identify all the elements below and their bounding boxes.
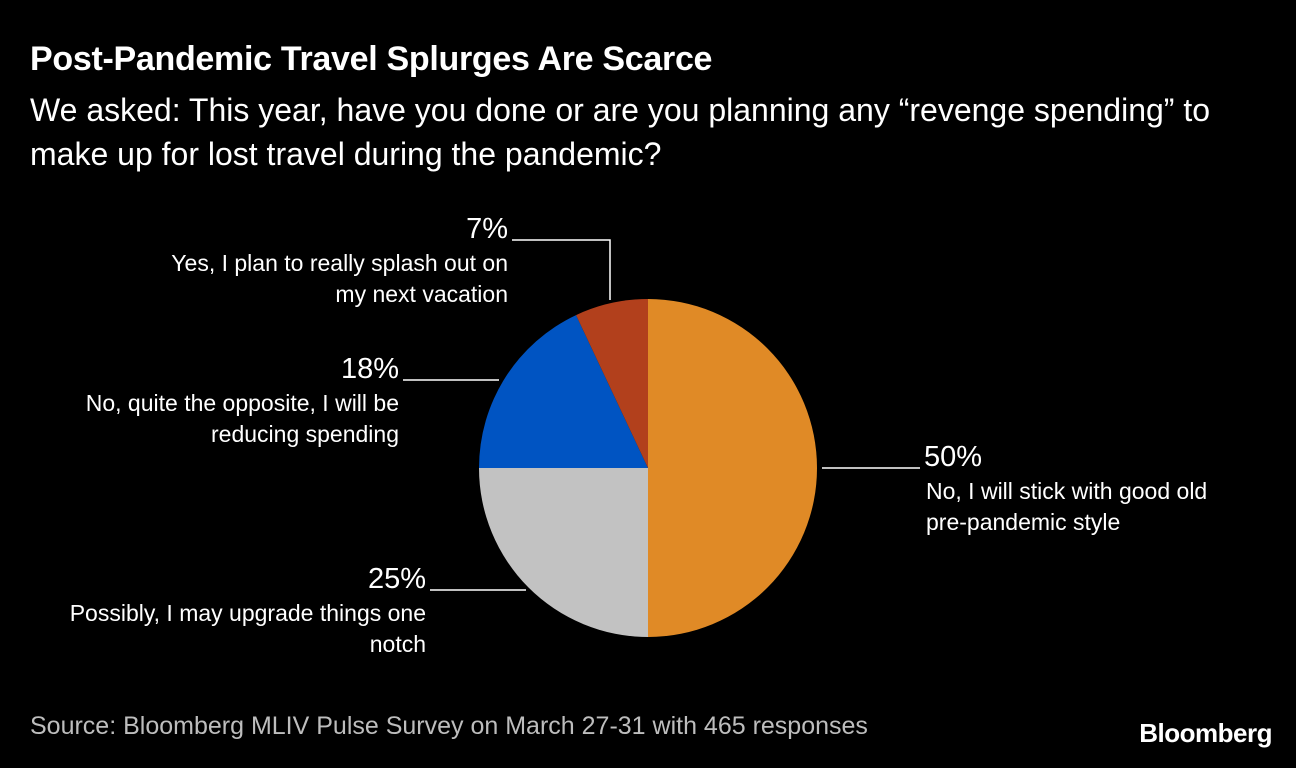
slice-category-label: notch xyxy=(370,631,426,657)
leader-line xyxy=(512,239,611,300)
pie-slice xyxy=(648,299,817,637)
pie-slice xyxy=(479,315,648,468)
slice-category-label: Yes, I plan to really splash out on xyxy=(171,250,508,276)
chart-subtitle: We asked: This year, have you done or ar… xyxy=(30,92,1211,172)
source-note: Source: Bloomberg MLIV Pulse Survey on M… xyxy=(30,712,868,740)
chart-title: Post-Pandemic Travel Splurges Are Scarce xyxy=(30,40,713,78)
slice-category-label: Possibly, I may upgrade things one xyxy=(70,600,426,626)
slice-category-label: reducing spending xyxy=(211,421,399,447)
slice-value-label: 25% xyxy=(368,563,426,595)
slice-value-label: 7% xyxy=(466,213,508,245)
slice-category-label: No, quite the opposite, I will be xyxy=(86,390,399,416)
bloomberg-logo: Bloomberg xyxy=(1139,718,1272,748)
slice-label-group: 50% No, I will stick with good old pre-pan… xyxy=(822,441,1207,535)
slice-label-group: 18% No, quite the opposite, I will be redu… xyxy=(86,353,499,447)
pie-slice xyxy=(479,468,648,637)
slice-category-label: No, I will stick with good old xyxy=(926,478,1207,504)
slice-label-group: 25% Possibly, I may upgrade things one not… xyxy=(70,563,526,657)
slice-value-label: 50% xyxy=(924,441,982,473)
pie-slice xyxy=(576,299,648,468)
slice-category-label: pre-pandemic style xyxy=(926,509,1120,535)
slice-category-label: my next vacation xyxy=(335,281,508,307)
slice-label-group: 7% Yes, I plan to really splash out on my … xyxy=(171,213,611,307)
slice-value-label: 18% xyxy=(341,353,399,385)
